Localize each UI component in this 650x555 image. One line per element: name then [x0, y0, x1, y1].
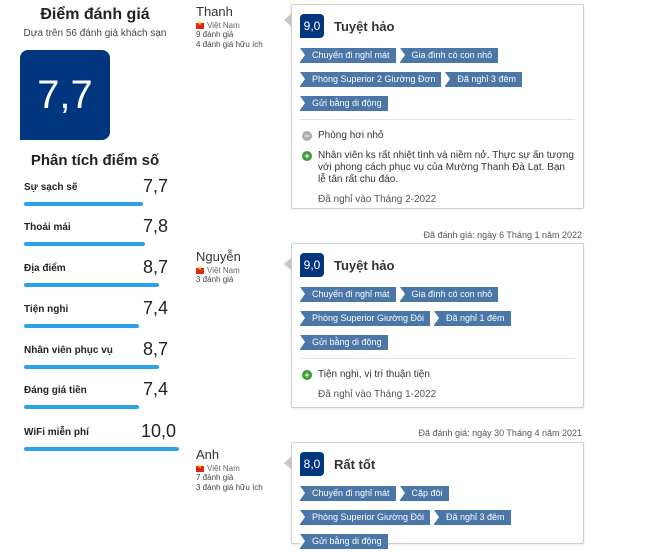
review-tag: Phòng Superior Giường Đôi	[300, 311, 430, 326]
reviewer-country: Việt Nam	[196, 20, 263, 30]
vietnam-flag-icon	[196, 265, 204, 274]
overall-score-badge: 7,7	[20, 50, 110, 140]
review-tags: Chuyến đi nghỉ mát Cặp đôi Phòng Superior …	[292, 479, 583, 555]
reviewer-info: Nguyễn Việt Nam 3 đánh giá	[196, 249, 241, 285]
review-card: 9,0 Tuyệt hảo Chuyến đi nghỉ mát Gia đình…	[291, 243, 584, 408]
reviewer-review-count: 9 đánh giá	[196, 30, 234, 39]
category-bar	[24, 405, 139, 409]
category-label: Đáng giá tiền	[24, 385, 87, 396]
reviewer-name[interactable]: Nguyễn	[196, 249, 241, 264]
reviewer-info: Thanh Việt Nam 9 đánh giá 4 đánh giá hữu…	[196, 4, 263, 50]
review-stay-date: Đã nghỉ vào Tháng 1-2022	[318, 389, 437, 400]
divider	[300, 119, 575, 120]
review-score-badge: 8,0	[300, 452, 324, 476]
review-tag: Chuyến đi nghỉ mát	[300, 48, 396, 63]
review-negative: − Phòng hơi nhỏ	[292, 130, 583, 142]
category-row: WiFi miễn phí 10,0	[24, 421, 184, 465]
category-label: Sự sạch sẽ	[24, 182, 78, 193]
review-date: Đã đánh giá: ngày 30 Tháng 4 năm 2021	[418, 428, 582, 438]
review-stay-date: Đã nghỉ vào Tháng 2-2022	[318, 194, 437, 205]
reviewer-review-count: 7 đánh giá	[196, 473, 234, 482]
minus-circle-icon: −	[302, 131, 312, 141]
review-card: 8,0 Rất tốt Chuyến đi nghỉ mát Cặp đôi Phò…	[291, 442, 584, 549]
card-pointer	[284, 13, 292, 27]
reviewer-helpful-count: 3 đánh giá hữu ích	[196, 483, 263, 492]
category-row: Thoải mái 7,8	[24, 216, 184, 260]
review-date: Đã đánh giá: ngày 6 Tháng 1 năm 2022	[423, 230, 582, 240]
review-score-badge: 9,0	[300, 253, 324, 277]
reviewer-name[interactable]: Anh	[196, 447, 220, 462]
reviewer-country: Việt Nam	[196, 265, 241, 275]
category-label: Nhân viên phục vụ	[24, 345, 113, 356]
reviewer-info: Anh Việt Nam 7 đánh giá 3 đánh giá hữu í…	[196, 447, 263, 493]
reviewer-name[interactable]: Thanh	[196, 4, 233, 19]
review-tag: Gửi bằng di động	[300, 335, 388, 350]
category-score: 7,7	[142, 176, 168, 196]
review-score-word: Tuyệt hảo	[334, 18, 395, 34]
reviewer-helpful-count: 4 đánh giá hữu ích	[196, 40, 263, 49]
category-row: Tiện nghi 7,4	[24, 298, 184, 342]
category-bar	[24, 202, 143, 206]
divider	[300, 358, 575, 359]
score-panel-title: Điểm đánh giá	[40, 6, 150, 23]
review-tag: Chuyến đi nghỉ mát	[300, 287, 396, 302]
category-score: 7,4	[142, 379, 168, 399]
category-score: 7,8	[142, 216, 168, 236]
review-tag: Gửi bằng di động	[300, 534, 388, 549]
review-tag: Đã nghỉ 3 đêm	[445, 72, 522, 87]
review-tag: Đã nghỉ 1 đêm	[434, 311, 511, 326]
review-tag: Gia đình có con nhỏ	[399, 287, 499, 302]
breakdown-title: Phân tích điểm số	[30, 152, 160, 169]
vietnam-flag-icon	[196, 463, 204, 472]
category-row: Địa điểm 8,7	[24, 257, 184, 301]
category-bar	[24, 365, 159, 369]
review-tag: Gia đình có con nhỏ	[399, 48, 499, 63]
category-bar	[24, 283, 159, 287]
category-row: Nhân viên phục vụ 8,7	[24, 339, 184, 383]
category-bar	[24, 242, 145, 246]
plus-circle-icon: +	[302, 370, 312, 380]
category-row: Sự sạch sẽ 7,7	[24, 176, 184, 220]
review-card: 9,0 Tuyệt hảo Chuyến đi nghỉ mát Gia đình…	[291, 4, 584, 209]
review-score-word: Rất tốt	[334, 456, 376, 472]
plus-circle-icon: +	[302, 151, 312, 161]
review-positive: + Nhân viên ks rất nhiệt tình và niềm nở…	[292, 150, 583, 186]
score-panel-subtitle: Dựa trên 56 đánh giá khách sạn	[23, 28, 167, 39]
review-tag: Phòng Superior 2 Giường Đơn	[300, 72, 442, 87]
category-bar	[24, 324, 139, 328]
category-label: Địa điểm	[24, 263, 66, 274]
review-tags: Chuyến đi nghỉ mát Gia đình có con nhỏ Phò…	[292, 41, 583, 117]
category-label: WiFi miễn phí	[24, 427, 89, 438]
category-label: Tiện nghi	[24, 304, 69, 315]
category-label: Thoải mái	[24, 222, 71, 233]
review-tag: Chuyến đi nghỉ mát	[300, 486, 396, 501]
category-score: 8,7	[142, 339, 168, 359]
category-score: 7,4	[142, 298, 168, 318]
card-pointer	[284, 456, 292, 470]
review-tags: Chuyến đi nghỉ mát Gia đình có con nhỏ Phò…	[292, 280, 583, 356]
card-pointer	[284, 257, 292, 271]
review-tag: Gửi bằng di động	[300, 96, 388, 111]
category-score: 10,0	[140, 421, 176, 441]
review-score-badge: 9,0	[300, 14, 324, 38]
review-positive: + Tiện nghi, vị trí thuận tiện	[292, 369, 583, 381]
category-bar	[24, 447, 179, 451]
category-score: 8,7	[142, 257, 168, 277]
category-row: Đáng giá tiền 7,4	[24, 379, 184, 423]
review-score-word: Tuyệt hảo	[334, 257, 395, 273]
reviewer-review-count: 3 đánh giá	[196, 275, 234, 284]
review-tag: Cặp đôi	[399, 486, 449, 501]
review-tag: Phòng Superior Giường Đôi	[300, 510, 430, 525]
review-tag: Đã nghỉ 3 đêm	[434, 510, 511, 525]
reviewer-country: Việt Nam	[196, 463, 263, 473]
vietnam-flag-icon	[196, 20, 204, 29]
score-panel: Điểm đánh giá Dựa trên 56 đánh giá khách…	[0, 0, 190, 528]
